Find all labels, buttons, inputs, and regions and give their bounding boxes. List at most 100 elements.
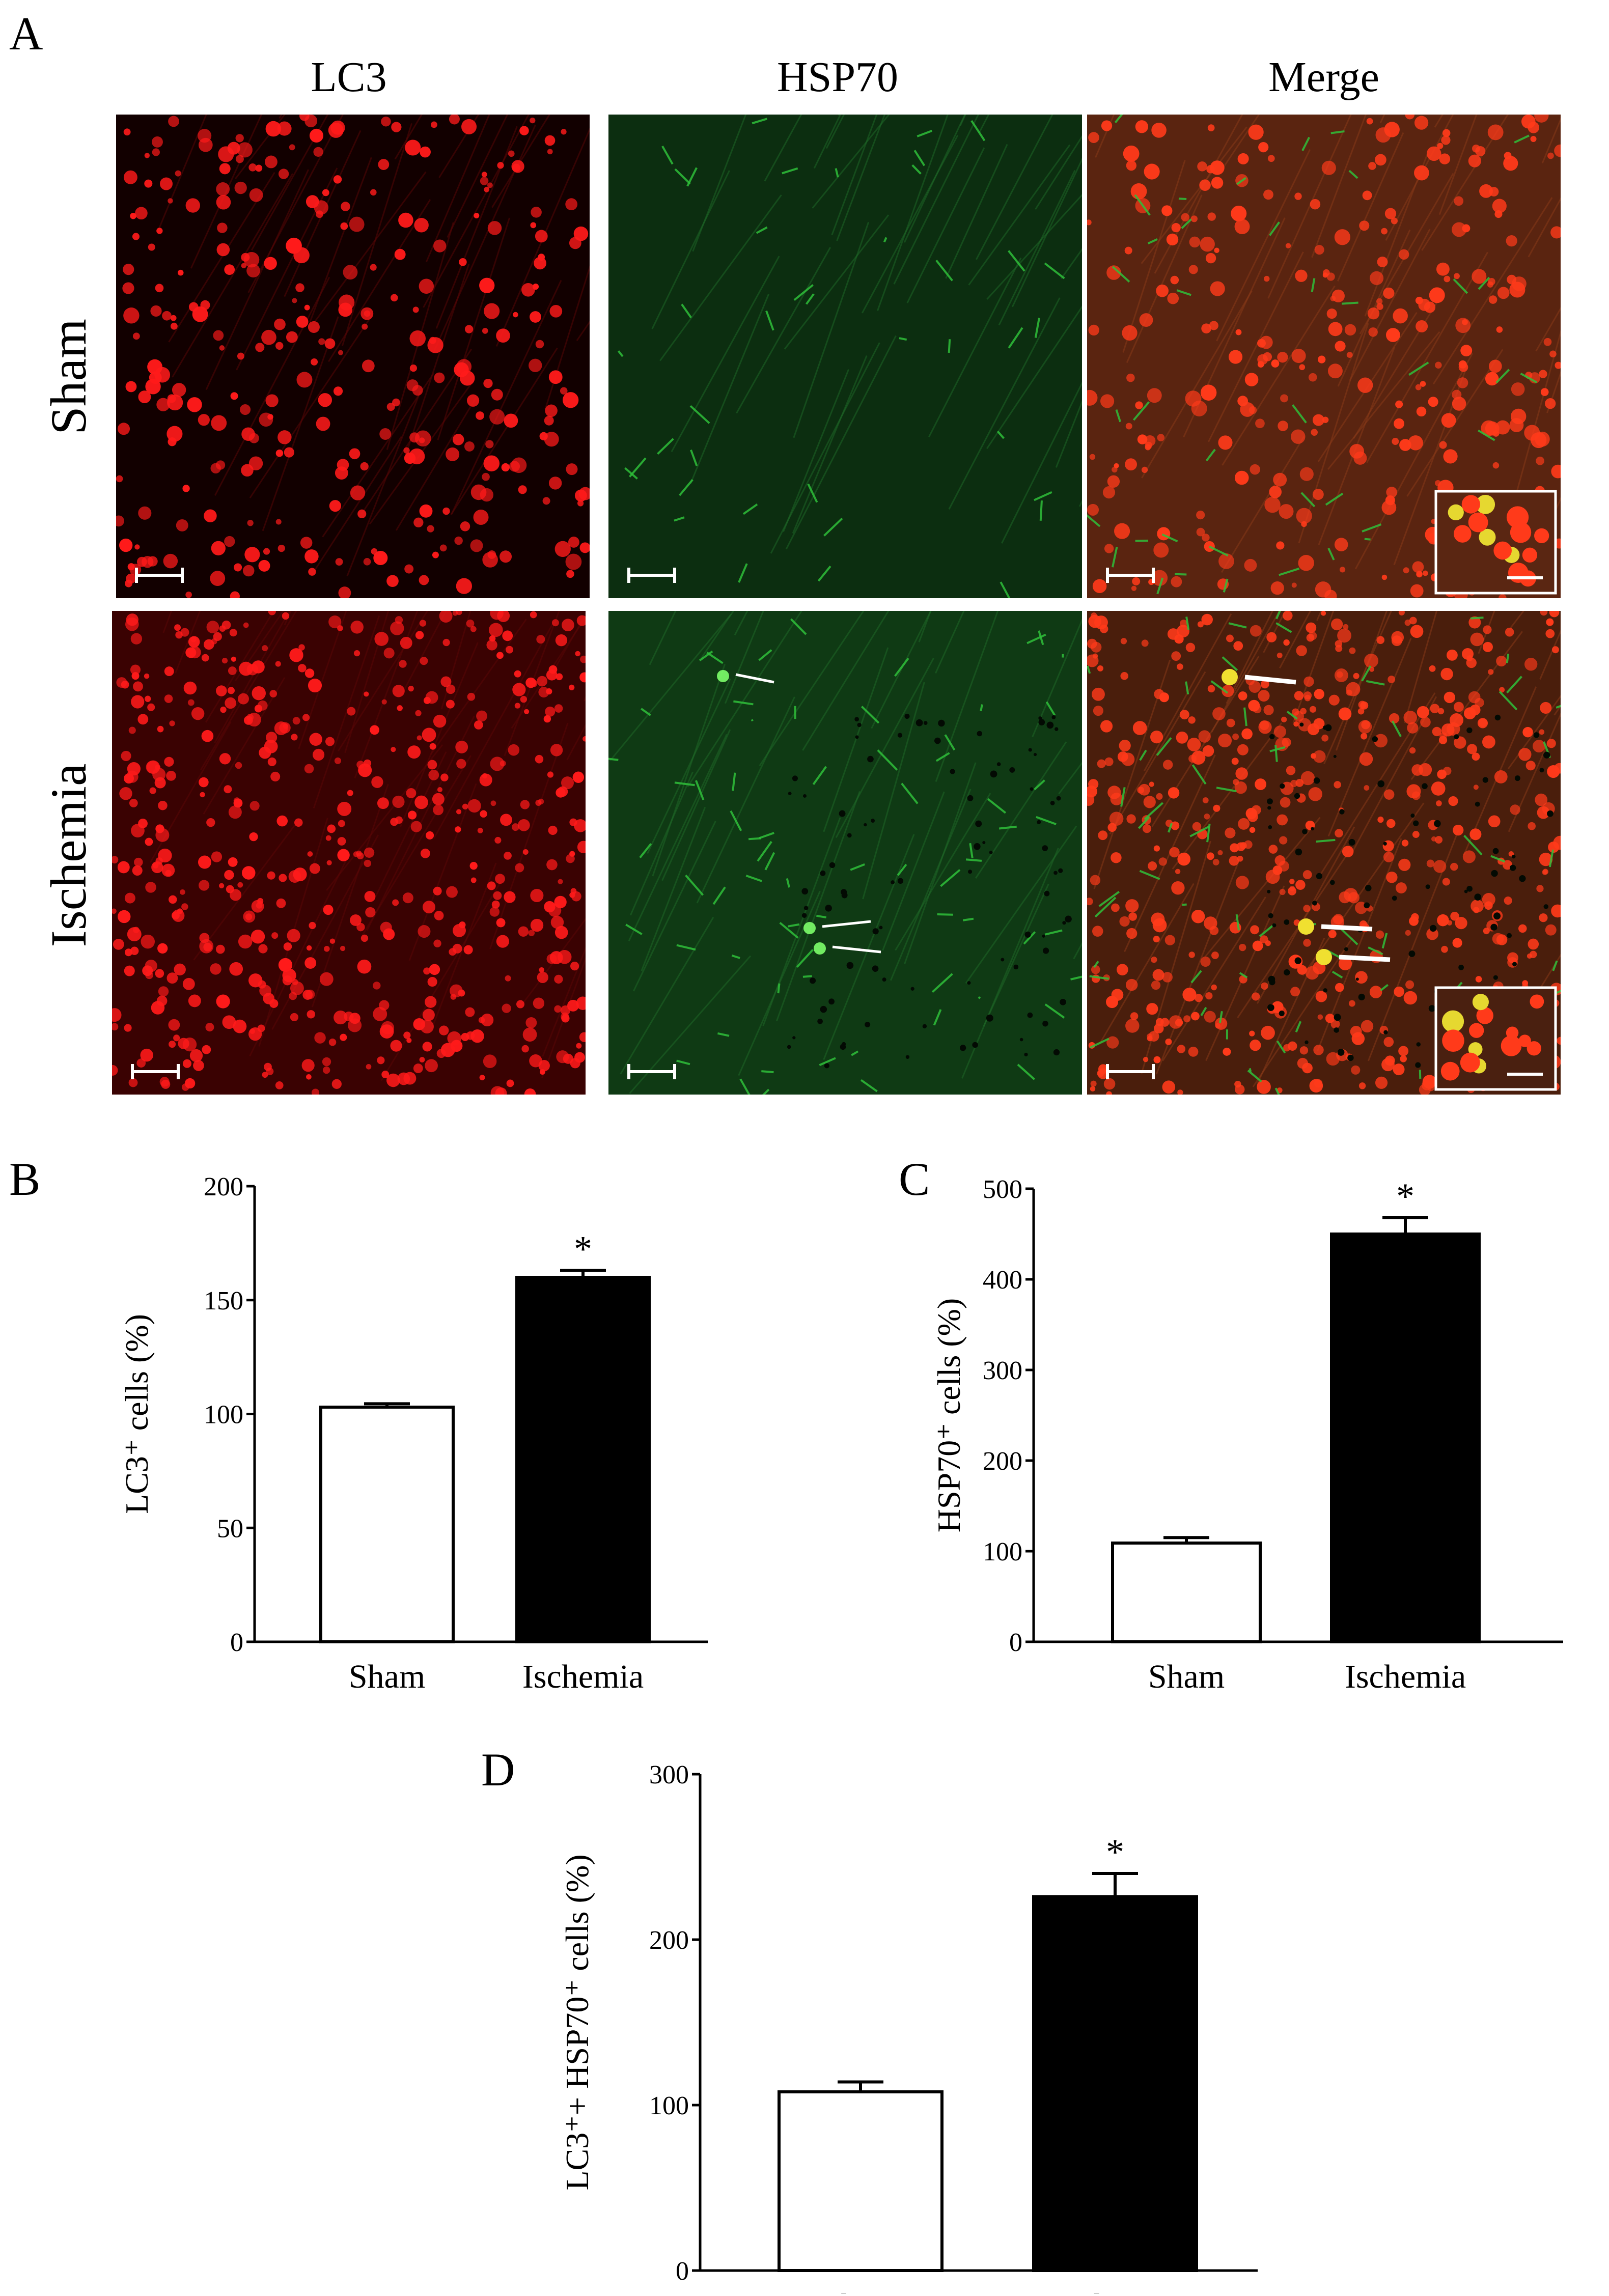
dark-void bbox=[898, 878, 903, 884]
lc3-cell bbox=[289, 648, 303, 662]
lc3-cell bbox=[425, 996, 436, 1008]
lc3-cell bbox=[216, 994, 230, 1008]
lc3-cell bbox=[1346, 682, 1361, 696]
dark-void bbox=[1029, 748, 1032, 751]
lc3-cell bbox=[320, 972, 334, 986]
lc3-cell bbox=[210, 963, 221, 974]
lc3-cell bbox=[409, 330, 426, 347]
lc3-cell bbox=[1167, 234, 1178, 245]
lc3-cell bbox=[1205, 992, 1212, 999]
lc3-cell bbox=[565, 198, 577, 210]
dark-void bbox=[967, 981, 970, 985]
lc3-cell bbox=[268, 758, 276, 766]
lc3-cell bbox=[502, 1004, 511, 1013]
lc3-cell bbox=[1469, 828, 1481, 840]
lc3-cell bbox=[449, 948, 456, 956]
lc3-cell bbox=[164, 757, 174, 767]
lc3-cell bbox=[287, 929, 300, 942]
dark-void bbox=[1356, 977, 1359, 981]
inset-cell bbox=[1460, 1053, 1480, 1073]
lc3-cell bbox=[202, 730, 214, 742]
lc3-cell bbox=[350, 621, 364, 634]
lc3-cell bbox=[1204, 1011, 1216, 1023]
lc3-cell bbox=[496, 652, 504, 659]
lc3-cell bbox=[129, 1078, 138, 1087]
lc3-cell bbox=[406, 788, 416, 798]
lc3-cell bbox=[160, 178, 173, 190]
dark-void bbox=[865, 1022, 870, 1027]
lc3-cell bbox=[1335, 341, 1345, 351]
lc3-cell bbox=[1175, 869, 1180, 874]
lc3-cell bbox=[1496, 656, 1507, 666]
lc3-cell bbox=[1214, 248, 1219, 253]
lc3-cell bbox=[1140, 313, 1153, 327]
inset-cell bbox=[1530, 994, 1544, 1009]
lc3-cell bbox=[464, 441, 475, 452]
lc3-cell bbox=[1296, 645, 1307, 656]
bar-ischemia bbox=[1331, 1234, 1479, 1642]
lc3-cell bbox=[1112, 989, 1124, 1001]
lc3-cell bbox=[340, 1034, 347, 1041]
lc3-cell bbox=[318, 393, 332, 407]
lc3-cell bbox=[267, 872, 275, 880]
dark-void bbox=[1547, 810, 1553, 817]
lc3-cell bbox=[489, 623, 503, 637]
lc3-cell bbox=[465, 1007, 475, 1017]
lc3-cell bbox=[561, 1013, 569, 1021]
lc3-cell bbox=[1506, 235, 1517, 246]
lc3-cell bbox=[1351, 1066, 1360, 1075]
lc3-cell bbox=[1236, 842, 1245, 851]
lc3-cell bbox=[155, 777, 166, 789]
lc3-cell bbox=[574, 1052, 585, 1063]
lc3-cell bbox=[483, 1054, 497, 1068]
lc3-cell bbox=[147, 761, 160, 774]
lc3-cell bbox=[152, 148, 160, 156]
lc3-cell bbox=[264, 740, 278, 753]
significance-marker: * bbox=[1106, 1832, 1124, 1872]
lc3-cell bbox=[554, 896, 566, 908]
lc3-cell bbox=[1303, 939, 1311, 947]
panel-label-c: C bbox=[899, 1156, 930, 1202]
lc3-cell bbox=[1431, 781, 1446, 796]
dark-void bbox=[1034, 753, 1037, 756]
lc3-cell bbox=[307, 945, 312, 950]
lc3-cell bbox=[1507, 275, 1516, 285]
lc3-cell bbox=[1409, 916, 1419, 926]
lc3-cell bbox=[1355, 971, 1368, 984]
lc3-cell bbox=[1250, 625, 1262, 637]
lc3-cell bbox=[1233, 641, 1243, 651]
dark-void bbox=[847, 833, 852, 837]
lc3-cell bbox=[1199, 730, 1211, 742]
lc3-cell bbox=[1264, 705, 1274, 715]
lc3-cell bbox=[1438, 708, 1444, 714]
lc3-cell bbox=[1087, 639, 1097, 649]
lc3-cell bbox=[480, 773, 492, 786]
lc3-cell bbox=[224, 264, 235, 275]
lc3-cell bbox=[1403, 567, 1409, 573]
double-labeled-cell bbox=[803, 922, 816, 934]
lc3-cell bbox=[393, 685, 405, 697]
lc3-cell bbox=[304, 305, 310, 311]
lc3-cell bbox=[126, 613, 138, 626]
dark-void bbox=[1057, 796, 1061, 801]
dark-void bbox=[1519, 875, 1525, 882]
lc3-cell bbox=[1286, 766, 1295, 775]
lc3-cell bbox=[148, 244, 155, 251]
lc3-cell bbox=[137, 714, 148, 724]
lc3-cell bbox=[1339, 891, 1350, 903]
lc3-cell bbox=[1186, 643, 1195, 652]
lc3-cell bbox=[1191, 910, 1205, 923]
lc3-cell bbox=[1149, 781, 1154, 787]
lc3-cell bbox=[539, 967, 544, 973]
lc3-cell bbox=[433, 239, 446, 252]
dark-void bbox=[1311, 827, 1314, 831]
lc3-cell bbox=[454, 362, 468, 377]
column-header-merge: Merge bbox=[1087, 56, 1561, 99]
lc3-cell bbox=[1435, 480, 1441, 486]
lc3-cell bbox=[1104, 1078, 1116, 1090]
lc3-cell bbox=[420, 147, 431, 158]
lc3-cell bbox=[1400, 1055, 1407, 1062]
inset-cell bbox=[1448, 505, 1464, 520]
lc3-cell bbox=[308, 679, 322, 692]
lc3-cell bbox=[1089, 325, 1099, 335]
